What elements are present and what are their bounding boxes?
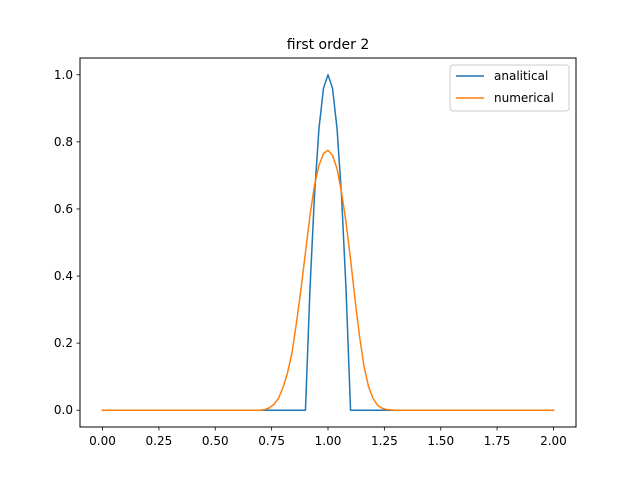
x-tick-label: 2.00 — [540, 434, 567, 448]
series-line-analitical — [101, 74, 555, 411]
x-tick-label: 1.00 — [315, 434, 342, 448]
axis-ticks: 0.00 0.25 0.50 0.75 1.00 1.25 1.50 1.75 2.00 0.0 0… — [54, 68, 567, 448]
x-tick-label: 0.75 — [258, 434, 285, 448]
y-tick-label: 0.8 — [54, 135, 73, 149]
y-tick-label: 0.4 — [54, 269, 73, 283]
x-tick-label: 1.50 — [427, 434, 454, 448]
axes-frame — [79, 57, 577, 428]
chart-title: first order 2 — [287, 37, 370, 53]
x-tick-label: 0.00 — [89, 434, 116, 448]
y-tick-label: 0.2 — [54, 336, 73, 350]
legend-label-analitical: analitical — [494, 69, 548, 83]
y-tick-label: 1.0 — [54, 68, 73, 82]
legend: analitical numerical — [449, 64, 570, 112]
y-tick-label: 0.0 — [54, 403, 73, 417]
x-tick-label: 0.50 — [202, 434, 229, 448]
y-tick-label: 0.6 — [54, 202, 73, 216]
series-line-numerical — [101, 149, 555, 411]
x-tick-label: 1.75 — [484, 434, 511, 448]
plot-area — [101, 74, 555, 411]
x-tick-label: 0.25 — [146, 434, 173, 448]
legend-label-numerical: numerical — [494, 91, 554, 105]
x-tick-label: 1.25 — [371, 434, 398, 448]
